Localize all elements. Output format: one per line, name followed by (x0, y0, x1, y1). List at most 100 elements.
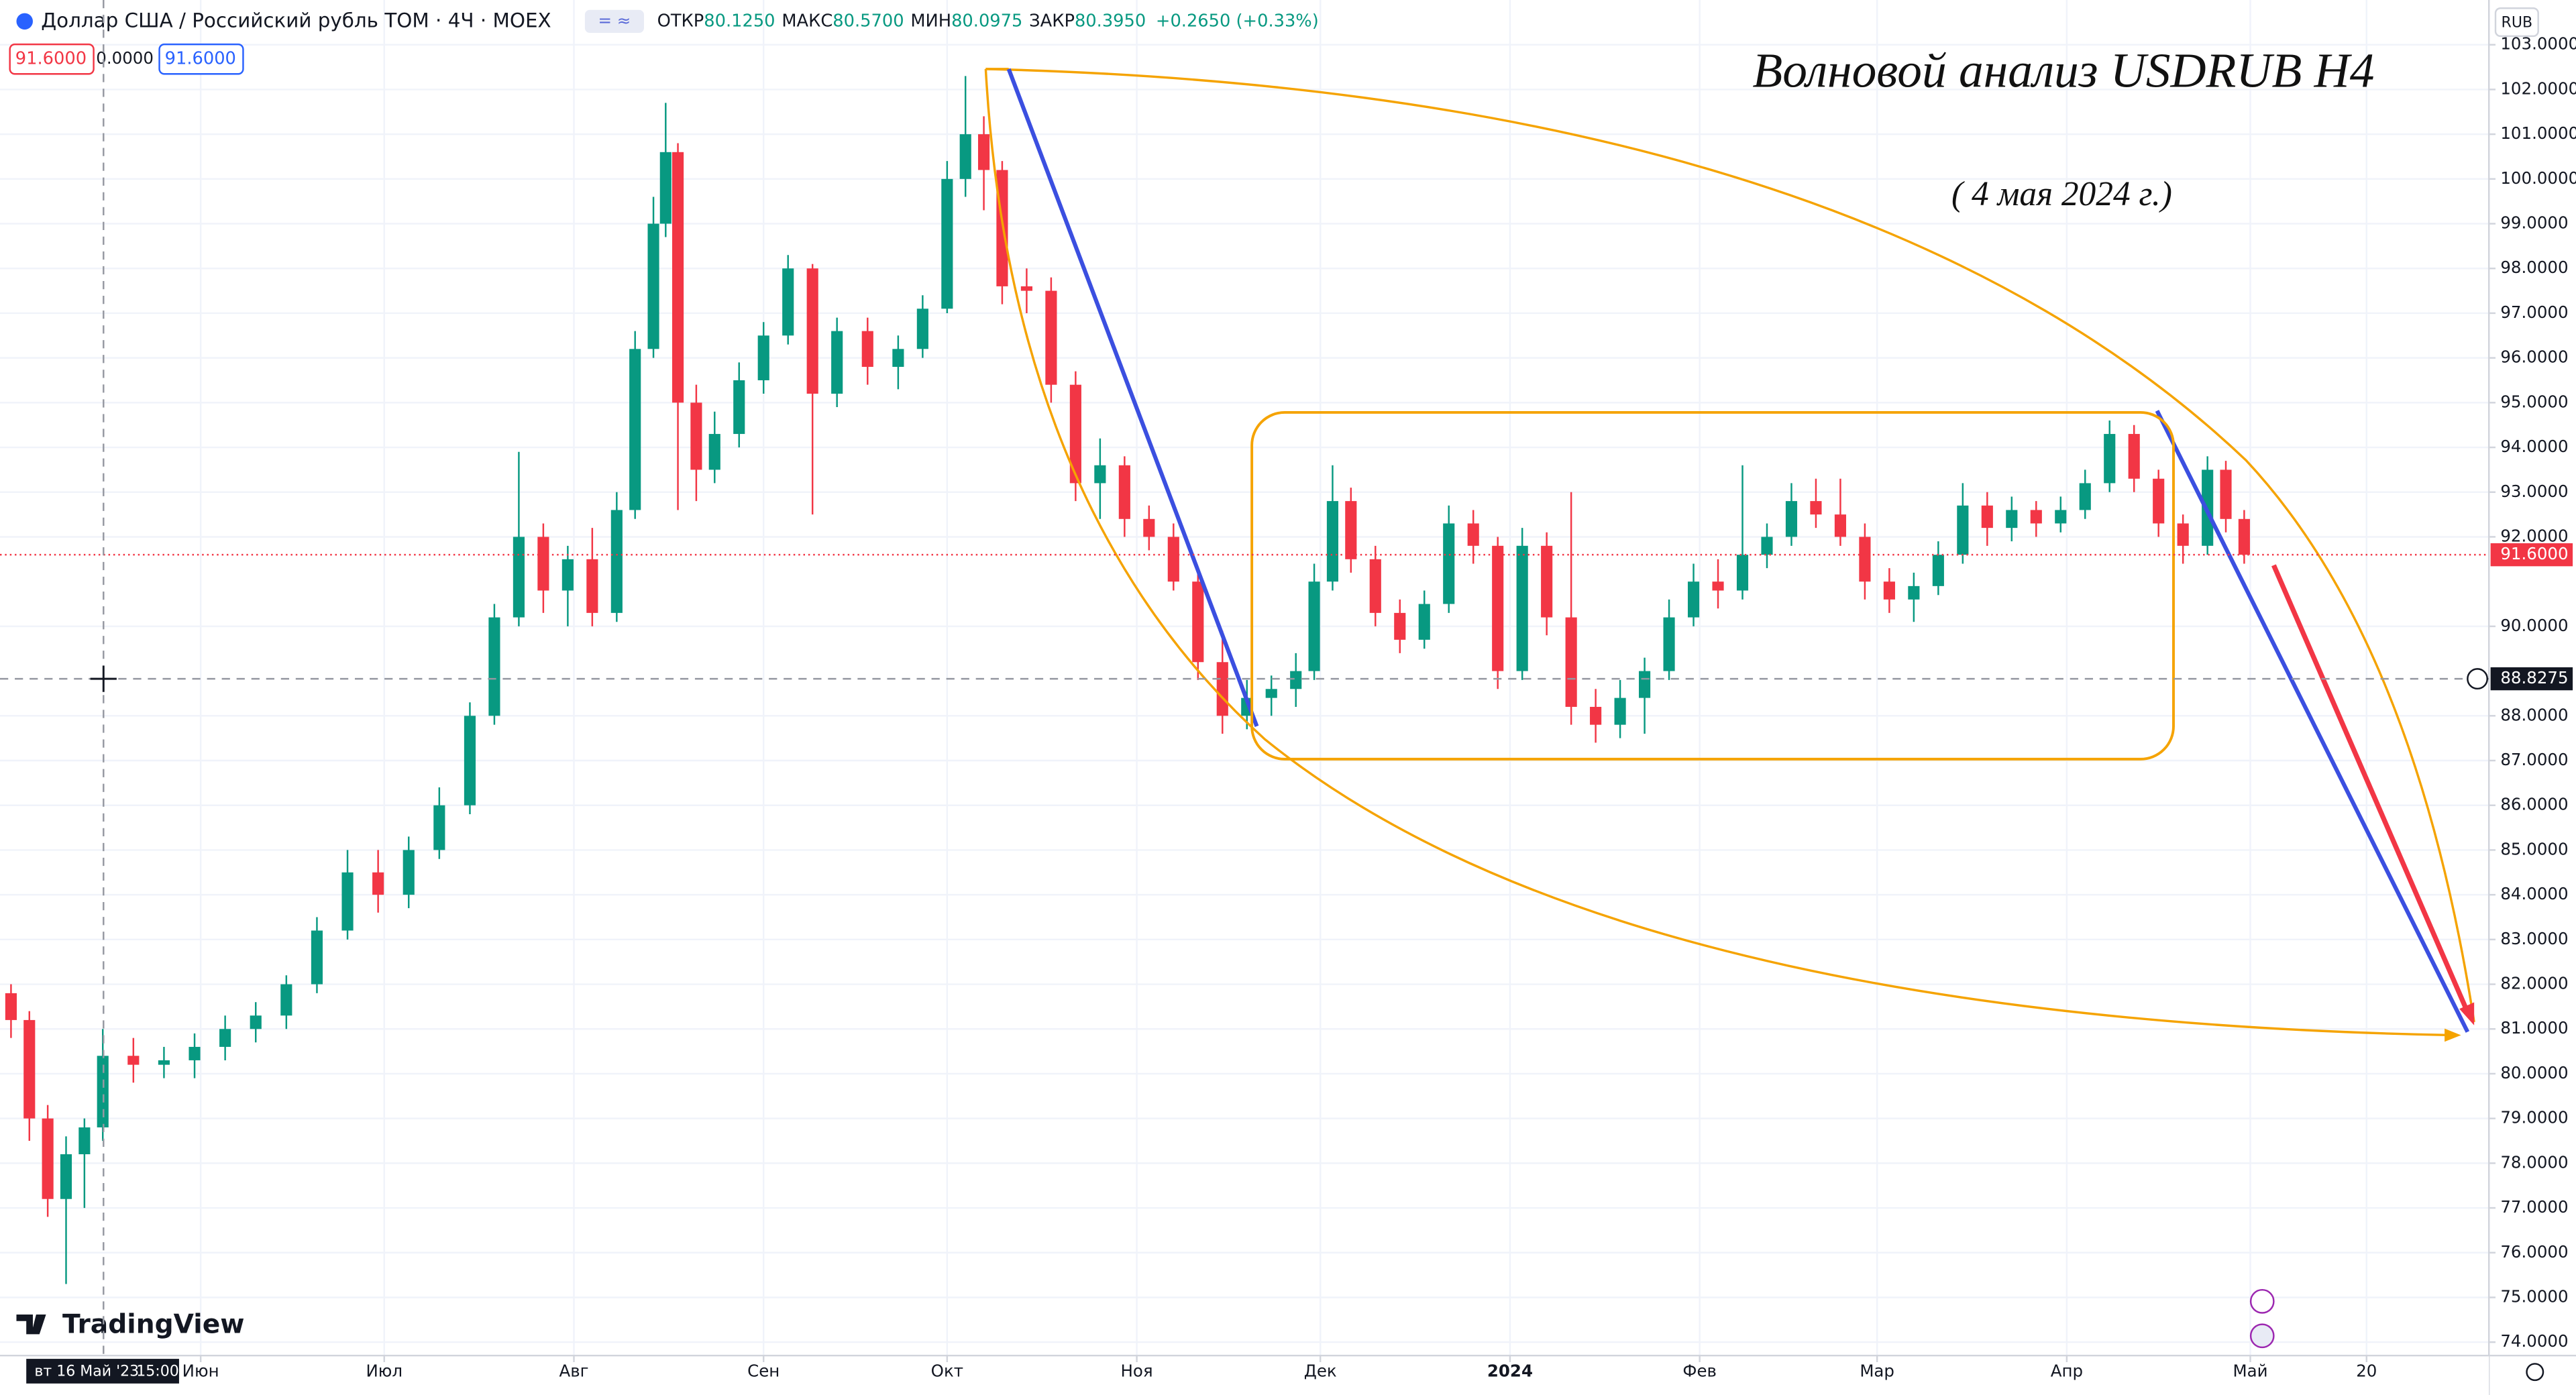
candle-body (219, 1029, 231, 1047)
candle-body (189, 1046, 201, 1060)
change: +0.2650 (+0.33%) (1156, 11, 1319, 31)
price-axis (2489, 0, 2576, 1395)
y-tick-label: 96.0000 (2500, 347, 2568, 367)
candle-body (341, 872, 354, 931)
orange-curve-upper (985, 68, 2475, 1023)
price-box-text: 91.6000 (165, 49, 236, 69)
candle-body (629, 349, 641, 510)
candle-body (892, 349, 904, 367)
crosshair-time: 15:00 (136, 1363, 178, 1380)
y-tick-label: 82.0000 (2500, 974, 2568, 993)
currency-button[interactable] (2494, 7, 2539, 38)
candle-body (2128, 434, 2140, 479)
candle-body (2055, 510, 2067, 524)
ohlc-value: 80.0975 (951, 11, 1022, 31)
y-tick-label: 78.0000 (2500, 1152, 2568, 1172)
price-box[interactable] (158, 43, 244, 75)
candle-body (433, 805, 445, 850)
y-tick-label: 88.0000 (2500, 705, 2568, 724)
candle-body (2079, 483, 2091, 510)
y-tick-label: 98.0000 (2500, 258, 2568, 277)
candle-body (5, 993, 17, 1020)
compare-icon: = ≈ (598, 11, 631, 30)
candle-body (1369, 559, 1381, 613)
candle-body (941, 178, 953, 309)
y-tick-label: 95.0000 (2500, 392, 2568, 411)
candle-body (1443, 523, 1455, 604)
candle-body (1614, 698, 1626, 725)
y-tick-label: 76.0000 (2500, 1242, 2568, 1262)
spread-text: 0.0000 (96, 48, 154, 68)
symbol-icon (16, 13, 33, 30)
symbol-title[interactable]: Доллар США / Российский рубль TOM · 4Ч ·… (41, 9, 551, 32)
candle-body (1908, 585, 1920, 600)
y-tick-label: 77.0000 (2500, 1197, 2568, 1217)
candle-body (1712, 581, 1724, 591)
candle-body (1394, 612, 1406, 640)
ohlc-value: 80.3950 (1075, 11, 1146, 31)
x-tick-label: Авг (559, 1361, 588, 1381)
crosshair-time-tag (26, 1359, 179, 1384)
y-tick-label: 81.0000 (2500, 1018, 2568, 1038)
y-tick-label: 100.0000 (2500, 168, 2576, 188)
candle-body (782, 268, 794, 336)
candle-body (158, 1060, 170, 1065)
candle-body (1516, 545, 1528, 671)
blue-line (1006, 68, 1259, 727)
y-tick-label: 102.0000 (2500, 78, 2576, 98)
candle-body (659, 152, 672, 224)
x-tick-label: Июн (182, 1361, 219, 1381)
candle-body (1326, 501, 1339, 582)
candle-body (2104, 434, 2116, 484)
candle-body (959, 134, 971, 179)
event-icon[interactable] (2249, 1288, 2275, 1314)
candles-layer (5, 76, 2250, 1284)
candle-body (1094, 465, 1106, 484)
time-axis (0, 1355, 2489, 1395)
candle-body (1265, 689, 1277, 698)
orange-curve-lower (984, 68, 2451, 1037)
candle-body (537, 537, 549, 591)
candle-body (2220, 469, 2232, 519)
candle-body (311, 930, 323, 985)
candle-body (1736, 555, 1749, 591)
candle-body (60, 1154, 72, 1199)
y-tick-label: 74.0000 (2500, 1331, 2568, 1351)
candle-body (1143, 518, 1155, 537)
candle-body (1167, 537, 1179, 582)
candle-body (1785, 501, 1798, 537)
candle-body (733, 380, 745, 435)
y-tick-label: 97.0000 (2500, 302, 2568, 322)
crosshair-price-tag (2490, 667, 2573, 691)
settings-icon[interactable] (2526, 1363, 2544, 1382)
candle-body (488, 617, 500, 716)
candle-body (127, 1056, 140, 1065)
candle-body (1290, 671, 1302, 689)
y-tick-label: 90.0000 (2500, 616, 2568, 635)
candle-body (1883, 581, 1895, 600)
y-tick-label: 84.0000 (2500, 884, 2568, 903)
add-alert-button[interactable] (2467, 668, 2488, 690)
candle-body (1639, 671, 1651, 698)
candle-body (402, 850, 415, 895)
candle-body (42, 1118, 54, 1199)
axes-layer: 74.0000 75.0000 76.0000 77.0000 78.0000 79.00… (182, 34, 2576, 1381)
candle-body (1020, 286, 1032, 291)
candle-body (1216, 662, 1228, 716)
candle-body (1761, 537, 1773, 555)
candle-body (1418, 604, 1430, 640)
ohlc-value: 80.5700 (833, 11, 904, 31)
price-box[interactable] (9, 43, 95, 75)
red-arrow (2271, 564, 2470, 1013)
y-tick-label: 94.0000 (2500, 437, 2568, 456)
candle-body (372, 872, 384, 895)
y-tick-label: 85.0000 (2500, 839, 2568, 858)
event-icon[interactable] (2249, 1323, 2275, 1349)
last-price-tag (2490, 543, 2573, 567)
candle-body (280, 984, 292, 1016)
currency: RUB (2502, 14, 2533, 31)
candle-body (1045, 290, 1057, 385)
candle-body (690, 402, 702, 470)
compare-button[interactable] (584, 9, 644, 33)
